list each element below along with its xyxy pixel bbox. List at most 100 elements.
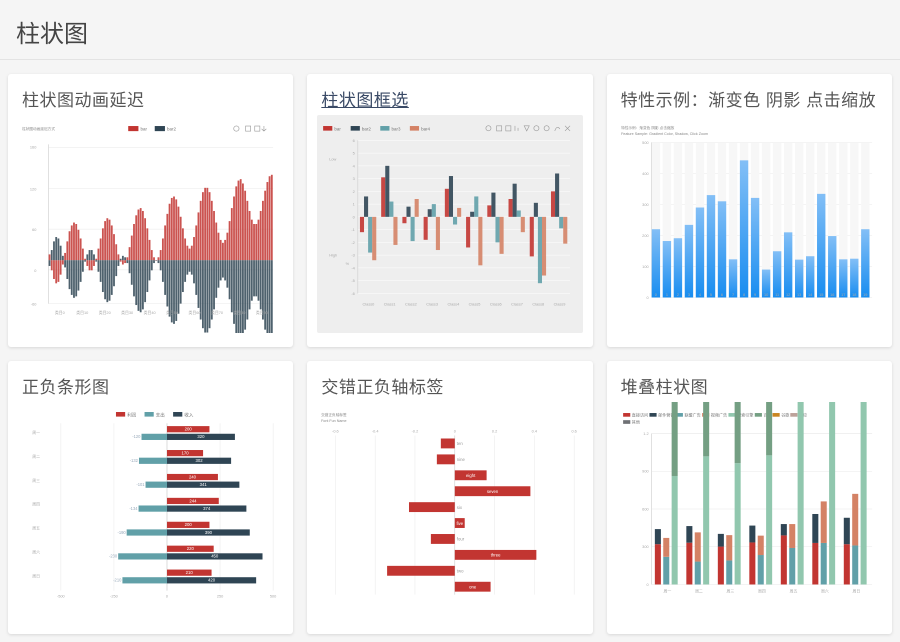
bar[interactable] <box>84 259 86 260</box>
bar[interactable] <box>266 260 268 333</box>
bar[interactable] <box>184 238 186 260</box>
bar[interactable] <box>122 260 124 264</box>
bar[interactable] <box>260 260 262 309</box>
bar[interactable] <box>202 192 204 260</box>
bar[interactable] <box>89 260 91 270</box>
bar[interactable] <box>69 260 71 289</box>
bar[interactable] <box>151 250 153 260</box>
chart-bar-brush[interactable]: bar bar2 bar3 bar4 <box>317 115 582 333</box>
bar[interactable] <box>488 205 492 216</box>
bar-segment[interactable] <box>766 402 772 455</box>
bar[interactable] <box>206 188 208 260</box>
bar[interactable] <box>235 186 237 260</box>
bar[interactable] <box>160 250 162 260</box>
bar[interactable] <box>98 260 100 272</box>
bar[interactable] <box>521 217 525 232</box>
bar[interactable] <box>106 218 108 260</box>
bar[interactable] <box>231 260 233 312</box>
bar-segment[interactable] <box>655 529 661 544</box>
bar[interactable] <box>751 198 759 298</box>
bar-segment[interactable] <box>749 526 755 543</box>
bar[interactable] <box>153 257 155 260</box>
bar[interactable] <box>131 236 133 261</box>
chart6-bars[interactable] <box>655 402 867 584</box>
data-view-icon[interactable] <box>234 126 239 131</box>
bar[interactable] <box>513 184 517 217</box>
bar[interactable] <box>73 260 75 298</box>
bar[interactable] <box>127 529 167 535</box>
bar[interactable] <box>158 260 160 263</box>
bar[interactable] <box>164 225 166 260</box>
bar[interactable] <box>517 210 521 216</box>
bar[interactable] <box>861 229 869 297</box>
bar[interactable] <box>162 260 164 282</box>
bar[interactable] <box>262 201 264 260</box>
bar[interactable] <box>253 224 255 260</box>
bar[interactable] <box>171 198 173 260</box>
bar-segment[interactable] <box>703 456 709 584</box>
bar[interactable] <box>253 260 255 296</box>
bar[interactable] <box>246 260 248 319</box>
bar[interactable] <box>118 553 167 559</box>
bar[interactable] <box>240 260 242 333</box>
bar[interactable] <box>178 260 180 314</box>
bar[interactable] <box>102 260 104 292</box>
bar[interactable] <box>131 260 133 285</box>
bar[interactable] <box>428 209 432 217</box>
chart4-legend[interactable]: 利润 支出 收入 <box>116 411 194 418</box>
bar[interactable] <box>204 260 206 332</box>
bar[interactable] <box>260 211 262 260</box>
bar[interactable] <box>218 260 220 288</box>
bar[interactable] <box>269 176 271 260</box>
bar[interactable] <box>209 260 211 328</box>
card-bar-label-rotate[interactable]: 交错正负轴标签 交错正负轴标签 Font Fun Name -0.6-0.4-0… <box>307 361 592 634</box>
bar[interactable] <box>542 217 546 276</box>
bar[interactable] <box>51 260 53 270</box>
grid-icon[interactable] <box>246 126 251 131</box>
bar[interactable] <box>64 253 66 260</box>
bar[interactable] <box>475 196 479 216</box>
bar[interactable] <box>381 177 385 217</box>
bar[interactable] <box>158 257 160 260</box>
bar[interactable] <box>213 211 215 260</box>
bar-segment[interactable] <box>757 555 763 584</box>
bar[interactable] <box>86 254 88 260</box>
bar[interactable] <box>60 260 62 274</box>
bar[interactable] <box>124 257 126 260</box>
bar[interactable] <box>238 260 240 333</box>
bar[interactable] <box>246 201 248 260</box>
bar[interactable] <box>113 260 115 286</box>
card-bar-stack[interactable]: 堆叠柱状图 直接访问邮件营销联盟广告视频广告搜索引擎百度谷歌必应其他 03006… <box>607 361 892 634</box>
bar-segment[interactable] <box>852 494 858 546</box>
bar[interactable] <box>244 191 246 260</box>
bar[interactable] <box>360 217 364 232</box>
bar[interactable] <box>84 260 86 261</box>
bar[interactable] <box>146 482 167 488</box>
bar[interactable] <box>82 260 84 272</box>
bar[interactable] <box>62 260 64 264</box>
bar[interactable] <box>139 505 167 511</box>
bar[interactable] <box>255 224 257 260</box>
bar[interactable] <box>264 260 266 329</box>
bar[interactable] <box>169 260 171 316</box>
bar[interactable] <box>53 241 55 260</box>
bar[interactable] <box>129 247 131 260</box>
bar[interactable] <box>242 183 244 260</box>
card-title-bar-brush[interactable]: 柱状图框选 <box>321 86 582 111</box>
bar[interactable] <box>126 260 128 263</box>
bar[interactable] <box>244 260 246 329</box>
bar[interactable] <box>139 458 167 464</box>
card-feature-sample[interactable]: 特性示例：渐变色 阴影 点击缩放 特性示例：渐变色 阴影 点击缩放 Featur… <box>607 74 892 347</box>
bar[interactable] <box>191 260 193 274</box>
bar[interactable] <box>233 196 235 260</box>
bar[interactable] <box>445 189 449 217</box>
bar[interactable] <box>104 260 106 299</box>
bar[interactable] <box>509 199 513 217</box>
bar[interactable] <box>122 256 124 260</box>
bar[interactable] <box>75 260 77 296</box>
bar[interactable] <box>142 211 144 260</box>
bar[interactable] <box>113 234 115 260</box>
bar[interactable] <box>146 260 148 292</box>
bar[interactable] <box>55 260 57 283</box>
bar[interactable] <box>126 257 128 260</box>
